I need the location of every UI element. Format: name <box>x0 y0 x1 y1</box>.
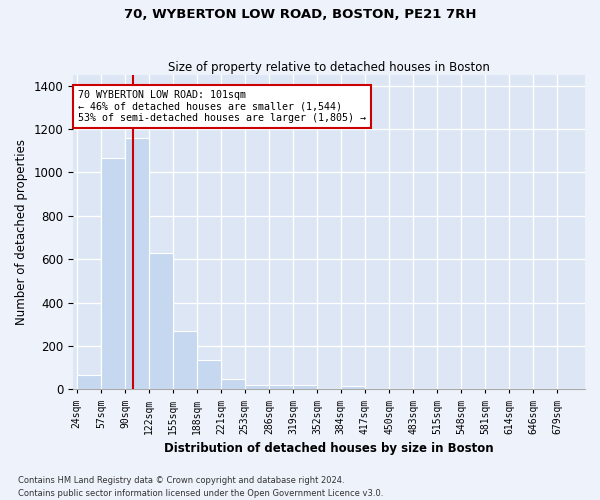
Bar <box>101 158 125 390</box>
Title: Size of property relative to detached houses in Boston: Size of property relative to detached ho… <box>168 60 490 74</box>
Text: 70 WYBERTON LOW ROAD: 101sqm
← 46% of detached houses are smaller (1,544)
53% of: 70 WYBERTON LOW ROAD: 101sqm ← 46% of de… <box>78 90 366 123</box>
Bar <box>245 385 269 390</box>
Y-axis label: Number of detached properties: Number of detached properties <box>15 139 28 325</box>
Text: 70, WYBERTON LOW ROAD, BOSTON, PE21 7RH: 70, WYBERTON LOW ROAD, BOSTON, PE21 7RH <box>124 8 476 20</box>
Bar <box>173 331 197 390</box>
Bar <box>149 252 173 390</box>
Bar <box>293 385 317 390</box>
Bar <box>77 376 101 390</box>
Bar <box>125 138 149 390</box>
Bar <box>269 385 293 390</box>
Bar <box>221 378 245 390</box>
Bar <box>341 386 365 390</box>
X-axis label: Distribution of detached houses by size in Boston: Distribution of detached houses by size … <box>164 442 494 455</box>
Text: Contains HM Land Registry data © Crown copyright and database right 2024.
Contai: Contains HM Land Registry data © Crown c… <box>18 476 383 498</box>
Bar <box>197 360 221 390</box>
